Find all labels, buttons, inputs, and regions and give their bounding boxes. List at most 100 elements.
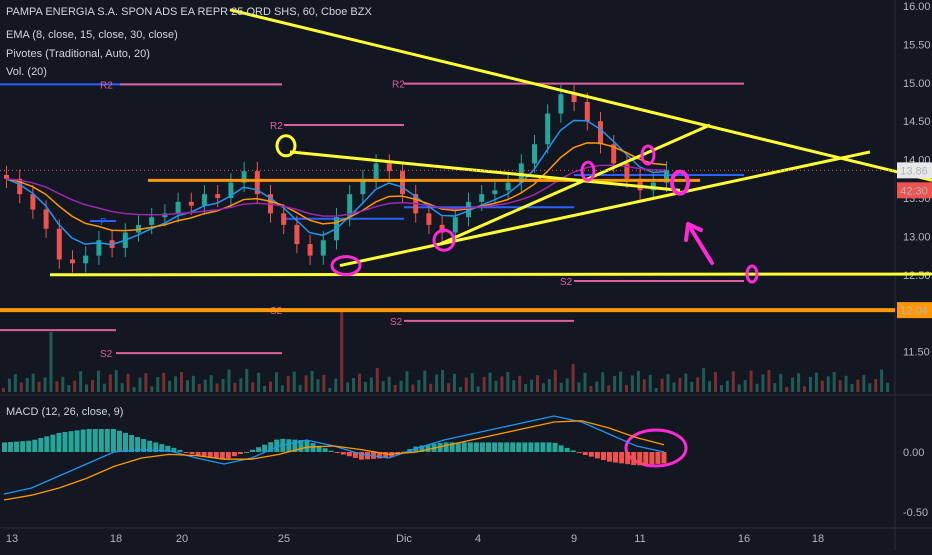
- price-tick-label: 14.50: [903, 116, 931, 128]
- volume-bar: [435, 374, 439, 392]
- volume-bar: [298, 384, 302, 392]
- pivot-label: P: [100, 217, 107, 228]
- volume-bar: [791, 377, 795, 392]
- volume-bar: [2, 388, 5, 392]
- ema-legend[interactable]: EMA (8, close, 15, close, 30, close): [6, 29, 178, 41]
- volume-bar: [96, 370, 100, 392]
- arrow-annotation: [684, 222, 714, 265]
- macd-histogram-bar: [492, 442, 498, 452]
- volume-bar: [820, 380, 824, 392]
- time-tick-label: 18: [110, 533, 122, 545]
- candle-body: [83, 255, 89, 264]
- volume-bar: [19, 382, 23, 392]
- circle-annotation: [640, 144, 656, 166]
- macd-histogram-bar: [328, 450, 334, 452]
- volume-bar: [358, 373, 361, 392]
- volume-bar: [369, 377, 373, 392]
- volume-bar: [73, 380, 77, 392]
- volume-bar: [714, 372, 717, 392]
- macd-histogram-bar: [504, 442, 510, 452]
- volume-bar: [150, 386, 154, 392]
- volume-bar: [844, 375, 848, 392]
- volume-bar: [375, 368, 379, 392]
- macd-histogram-bar: [244, 451, 249, 453]
- macd-histogram-bar: [588, 452, 594, 457]
- macd-histogram-bar: [340, 452, 346, 455]
- volume-bar: [263, 386, 267, 392]
- volume-bar: [660, 378, 664, 392]
- macd-legend[interactable]: MACD (12, 26, close, 9): [6, 406, 124, 418]
- volume-bar: [850, 384, 854, 392]
- macd-histogram-bar: [334, 452, 340, 453]
- candle-body: [215, 194, 221, 198]
- macd-histogram-bar: [461, 442, 467, 452]
- macd-histogram-bar: [286, 439, 292, 452]
- volume-bar: [880, 369, 884, 392]
- candle-body: [598, 121, 603, 145]
- macd-histogram-bar: [522, 442, 528, 452]
- volume-bar: [393, 385, 397, 392]
- volume-bar: [755, 383, 759, 392]
- macd-histogram-bar: [177, 449, 183, 452]
- volume-bar: [168, 380, 172, 392]
- volume-bar: [512, 380, 516, 392]
- time-tick-label: 4: [475, 533, 481, 545]
- macd-histogram-bar: [50, 434, 56, 452]
- macd-histogram-bar: [141, 439, 147, 452]
- pivot-label: R2: [392, 80, 405, 91]
- volume-bar: [251, 382, 255, 392]
- candle-body: [611, 144, 617, 164]
- volume-bar: [886, 382, 890, 392]
- volume-bar: [239, 378, 243, 392]
- macd-histogram-bar: [473, 442, 479, 452]
- macd-histogram-bar: [262, 444, 268, 452]
- macd-histogram-bar: [98, 428, 104, 452]
- macd-histogram-bar: [20, 441, 26, 452]
- candle-body: [17, 178, 23, 195]
- macd-histogram-bar: [552, 442, 558, 452]
- macd-histogram-bar: [292, 439, 298, 452]
- volume-bar: [530, 379, 534, 392]
- macd-histogram-bar: [135, 437, 141, 452]
- last-price-badge-bg: [897, 162, 932, 179]
- macd-histogram-bar: [661, 452, 667, 464]
- volume-legend[interactable]: Vol. (20): [6, 66, 47, 78]
- volume-bar: [352, 378, 356, 392]
- candle-body: [149, 217, 155, 225]
- macd-histogram-bar: [159, 444, 165, 452]
- macd-histogram-bar: [237, 452, 243, 455]
- macd-histogram-bar: [304, 440, 310, 452]
- volume-bar: [731, 371, 735, 392]
- countdown-badge: 42:30: [900, 185, 928, 197]
- volume-bar: [868, 383, 872, 392]
- volume-bar: [826, 376, 830, 392]
- circle-annotation: [432, 228, 456, 252]
- volume-bar: [233, 382, 237, 392]
- macd-histogram-bar: [558, 445, 564, 452]
- volume-bar: [476, 386, 480, 392]
- candle-body: [254, 171, 260, 195]
- volume-bar: [654, 388, 658, 392]
- volume-bar: [197, 384, 201, 392]
- volume-bar: [797, 373, 801, 392]
- macd-histogram-bar: [540, 442, 546, 452]
- macd-histogram-bar: [183, 452, 189, 453]
- time-tick-label: 25: [278, 533, 290, 545]
- trendline: [49, 272, 932, 277]
- pivot-label: R2: [100, 80, 113, 91]
- volume-bar: [808, 377, 812, 392]
- pivots-legend[interactable]: Pivotes (Traditional, Auto, 20): [6, 48, 150, 60]
- macd-histogram-bar: [479, 442, 485, 452]
- volume-bar: [541, 383, 545, 392]
- candle-body: [584, 102, 590, 122]
- macd-histogram-bar: [467, 442, 473, 452]
- macd-histogram-bar: [546, 442, 552, 452]
- macd-histogram-bar: [516, 442, 522, 452]
- macd-histogram-bar: [649, 452, 655, 465]
- macd-histogram-bar: [449, 442, 455, 452]
- volume-bar: [144, 373, 148, 392]
- volume-bar: [767, 370, 771, 392]
- volume-bar: [672, 382, 676, 392]
